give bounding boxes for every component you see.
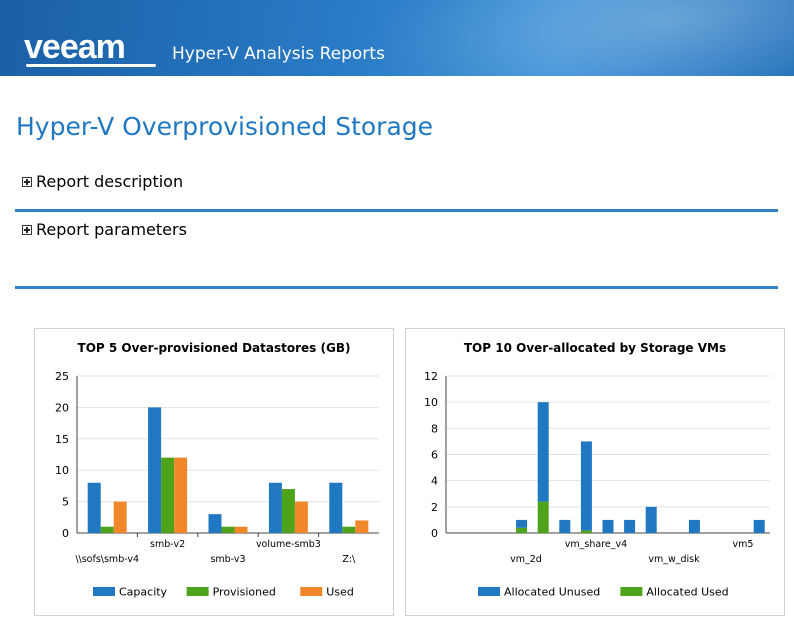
y-tick-label: 20 — [55, 401, 69, 414]
page-title: Hyper-V Overprovisioned Storage — [16, 112, 434, 141]
legend-label: Allocated Used — [646, 586, 728, 599]
x-tick-label: volume-smb3 — [256, 539, 321, 550]
legend-label: Provisioned — [213, 586, 276, 599]
expand-plus-icon[interactable] — [22, 224, 32, 235]
y-tick-label: 6 — [431, 449, 438, 462]
bar-provisioned — [281, 489, 295, 533]
legend-swatch — [300, 587, 323, 596]
y-tick-label: 12 — [424, 370, 438, 383]
bar-allocated-unused — [559, 519, 571, 533]
y-tick-label: 8 — [431, 422, 438, 435]
bar-capacity — [148, 407, 162, 533]
chart-title: TOP 5 Over-provisioned Datastores (GB) — [77, 341, 351, 355]
bar-capacity — [87, 482, 101, 533]
datastores-chart: 0 5 10 15 20 25 \\sofs\smb-v4 smb-v2 smb-v3 volum… — [55, 370, 379, 599]
legend-swatch — [620, 587, 643, 596]
bar-allocated-unused — [753, 519, 765, 533]
bar-capacity — [208, 514, 222, 533]
bar-used — [294, 501, 308, 533]
logo-underline — [26, 64, 156, 67]
chart-title: TOP 10 Over-allocated by Storage VMs — [463, 341, 727, 355]
bar-allocated-used — [537, 501, 549, 533]
bar-allocated-unused — [516, 519, 528, 528]
y-tick-label: 2 — [431, 501, 438, 514]
banner-highlight — [353, 0, 794, 76]
bar-allocated-unused — [645, 506, 657, 533]
bar-capacity — [268, 482, 282, 533]
y-tick-label: 0 — [431, 527, 438, 540]
header-banner: veeam Hyper-V Analysis Reports — [0, 0, 794, 76]
x-tick-label: smb-v3 — [210, 554, 245, 565]
report-parameters-toggle[interactable]: Report parameters — [22, 220, 187, 239]
vms-chart-panel: TOP 10 Over-allocated by Storage VMs 0 2 4… — [405, 328, 785, 616]
vms-chart: 0 2 4 6 8 10 12 vm_2d vm_share_v4 vm_w_disk vm5 All… — [424, 370, 770, 599]
legend-swatch — [93, 587, 115, 596]
x-tick-label: vm5 — [733, 539, 754, 550]
bar-used — [355, 520, 369, 533]
legend-swatch — [186, 587, 209, 596]
x-tick-label: vm_2d — [510, 554, 542, 565]
datastores-chart-panel: TOP 5 Over-provisioned Datastores (GB) 0… — [34, 328, 394, 616]
y-tick-label: 10 — [55, 464, 69, 477]
bar-allocated-unused — [688, 519, 700, 533]
x-tick-label: vm_share_v4 — [565, 539, 627, 550]
x-tick-label: smb-v2 — [150, 539, 185, 550]
bar-used — [234, 526, 248, 533]
bar-provisioned — [100, 526, 114, 533]
bar-provisioned — [342, 526, 356, 533]
bar-allocated-unused — [537, 402, 549, 502]
legend-label: Used — [326, 586, 354, 599]
legend-swatch — [478, 587, 500, 596]
report-parameters-label: Report parameters — [36, 220, 187, 239]
expand-plus-icon[interactable] — [22, 176, 32, 187]
bar-used — [174, 457, 188, 533]
y-tick-label: 0 — [62, 527, 69, 540]
report-description-label: Report description — [36, 172, 184, 191]
section-divider — [15, 209, 778, 212]
y-tick-label: 4 — [431, 475, 438, 488]
app-title: Hyper-V Analysis Reports — [172, 44, 385, 64]
y-tick-label: 5 — [62, 496, 69, 509]
bar-provisioned — [161, 457, 175, 533]
bar-provisioned — [221, 526, 235, 533]
y-tick-label: 25 — [55, 370, 69, 383]
bar-used — [113, 501, 127, 533]
bar-allocated-used — [580, 530, 592, 533]
x-tick-label: vm_w_disk — [648, 554, 700, 565]
y-tick-label: 10 — [424, 396, 438, 409]
legend-label: Allocated Unused — [504, 586, 600, 599]
legend-label: Capacity — [119, 586, 168, 599]
veeam-logo: veeam — [24, 28, 126, 66]
bar-allocated-unused — [580, 441, 592, 531]
x-tick-label: Z:\ — [342, 554, 356, 565]
bar-allocated-unused — [624, 519, 636, 533]
bar-allocated-used — [516, 527, 528, 533]
x-tick-label: \\sofs\smb-v4 — [75, 554, 139, 565]
y-tick-label: 15 — [55, 433, 69, 446]
section-divider — [15, 286, 778, 289]
bar-capacity — [329, 482, 343, 533]
bar-allocated-unused — [602, 519, 614, 533]
report-description-toggle[interactable]: Report description — [22, 172, 183, 191]
